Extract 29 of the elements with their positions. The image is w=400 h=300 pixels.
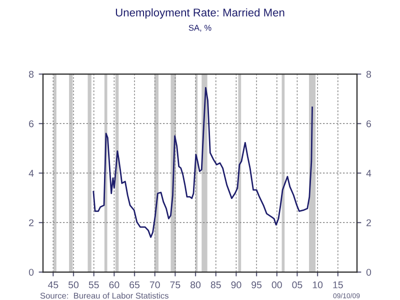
x-tick-label: 70 xyxy=(150,281,160,288)
y-tick-label: 8 xyxy=(28,70,34,78)
x-tick-label: 50 xyxy=(68,281,79,288)
line-series xyxy=(92,87,313,238)
y2-tick-label: 6 xyxy=(366,120,372,128)
x-tick-label: 45 xyxy=(48,281,58,288)
y2-tick-label: 2 xyxy=(366,219,371,226)
y-tick-label: 2 xyxy=(29,219,34,226)
y-tick-label: 0 xyxy=(28,268,34,276)
chart-subtitle: SA, % xyxy=(188,24,212,32)
x-tick-label: 05 xyxy=(292,281,302,288)
x-tick-label: 90 xyxy=(231,281,242,288)
x-tick-label: 75 xyxy=(170,281,180,288)
x-tick-label: 80 xyxy=(190,281,201,288)
source-note: Source: Bureau of Labor Statistics xyxy=(40,292,168,299)
x-tick-label: 00 xyxy=(272,281,282,288)
x-tick-label: 85 xyxy=(210,281,221,288)
y2-tick-label: 4 xyxy=(366,170,372,177)
y-tick-label: 6 xyxy=(29,120,34,128)
y-tick-label: 4 xyxy=(28,170,34,177)
y2-tick-label: 8 xyxy=(366,70,372,78)
x-tick-label: 15 xyxy=(333,281,343,288)
x-tick-label: 95 xyxy=(252,281,262,288)
x-tick-label: 65 xyxy=(130,281,140,288)
x-tick-label: 60 xyxy=(109,281,120,288)
y2-tick-label: 0 xyxy=(366,268,372,276)
chart-title: Unemployment Rate: Married Men xyxy=(116,8,284,19)
x-tick-label: 55 xyxy=(88,281,99,288)
x-tick-label: 10 xyxy=(312,281,323,288)
